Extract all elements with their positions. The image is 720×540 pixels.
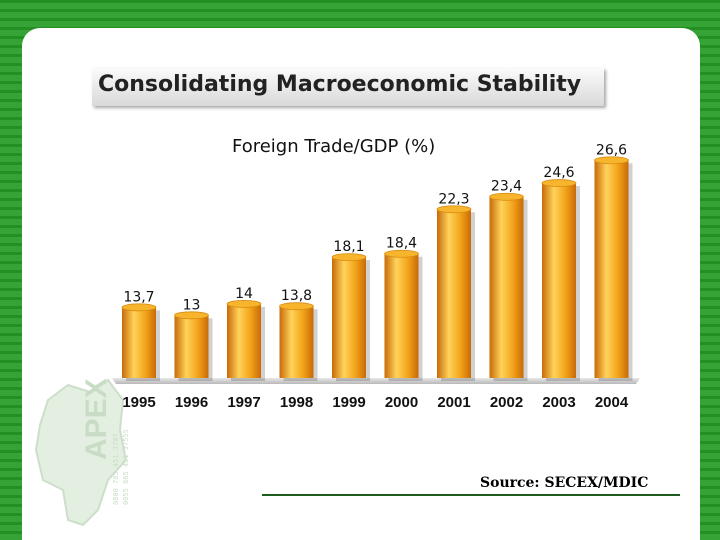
bar-body bbox=[279, 306, 314, 378]
value-label-2001: 22,3 bbox=[438, 191, 469, 207]
bar-1997 bbox=[226, 299, 265, 381]
source-note: Source: SECEX/MDIC bbox=[480, 475, 649, 491]
slide-title: Consolidating Macroeconomic Stability bbox=[98, 72, 582, 97]
x-tick-2000: 2000 bbox=[385, 394, 418, 411]
bar-body bbox=[332, 257, 366, 378]
bar-2000 bbox=[384, 249, 423, 381]
bar-body bbox=[122, 307, 156, 378]
value-label-2002: 23,4 bbox=[491, 179, 522, 195]
logo-small-text-2: 0055 665 451 37555 bbox=[122, 429, 130, 505]
bar-2004 bbox=[594, 156, 633, 381]
bar-body bbox=[174, 315, 209, 378]
x-tick-2003: 2003 bbox=[542, 394, 575, 411]
bar-1996 bbox=[174, 311, 213, 381]
chart-floor bbox=[112, 378, 640, 384]
bar-2002 bbox=[489, 192, 528, 381]
bar-body bbox=[384, 253, 419, 378]
x-tick-2001: 2001 bbox=[437, 394, 470, 411]
bar-body bbox=[227, 303, 261, 378]
value-label-2003: 24,6 bbox=[543, 165, 574, 181]
apex-map-logo: APEX 0800 705 451 3707 0055 665 451 3755… bbox=[34, 378, 130, 527]
bar-body bbox=[594, 160, 629, 378]
x-tick-1997: 1997 bbox=[227, 394, 260, 411]
x-tick-1999: 1999 bbox=[332, 394, 365, 411]
title-bar: Consolidating Macroeconomic Stability bbox=[92, 68, 604, 106]
x-tick-2002: 2002 bbox=[490, 394, 523, 411]
value-label-1999: 18,1 bbox=[333, 239, 364, 255]
logo-small-text-1: 0800 705 451 3707 bbox=[112, 433, 120, 505]
source-underline bbox=[262, 494, 680, 496]
value-label-1996: 13 bbox=[183, 297, 201, 313]
bar-2001 bbox=[436, 205, 475, 381]
x-tick-1996: 1996 bbox=[175, 394, 208, 411]
x-tick-1998: 1998 bbox=[280, 394, 313, 411]
bar-cap bbox=[541, 179, 577, 187]
bar-cap bbox=[436, 205, 472, 214]
bar-1999 bbox=[331, 253, 370, 381]
x-tick-2004: 2004 bbox=[595, 394, 629, 411]
bar-body bbox=[489, 196, 524, 378]
bar-1998 bbox=[279, 302, 318, 381]
value-label-2000: 18,4 bbox=[386, 236, 417, 252]
bar-cap bbox=[594, 156, 629, 165]
bar-cap bbox=[489, 192, 524, 201]
bar-cap bbox=[384, 249, 419, 258]
bar-cap bbox=[121, 303, 157, 312]
bar-cap bbox=[331, 253, 367, 262]
value-label-2004: 26,6 bbox=[596, 142, 627, 158]
bar-cap bbox=[279, 302, 314, 311]
bar-cap bbox=[226, 299, 262, 308]
value-label-1997: 14 bbox=[235, 286, 253, 302]
bar-body bbox=[542, 183, 576, 378]
bar-2003 bbox=[541, 179, 580, 381]
chart-title: Foreign Trade/GDP (%) bbox=[232, 136, 436, 157]
value-label-1998: 13,8 bbox=[281, 288, 312, 304]
bar-body bbox=[437, 209, 471, 378]
x-tick-1995: 1995 bbox=[122, 394, 155, 411]
bar-cap bbox=[174, 311, 209, 320]
bar-1995 bbox=[121, 303, 160, 381]
value-label-1995: 13,7 bbox=[123, 289, 154, 305]
logo-text: APEX bbox=[80, 378, 113, 460]
